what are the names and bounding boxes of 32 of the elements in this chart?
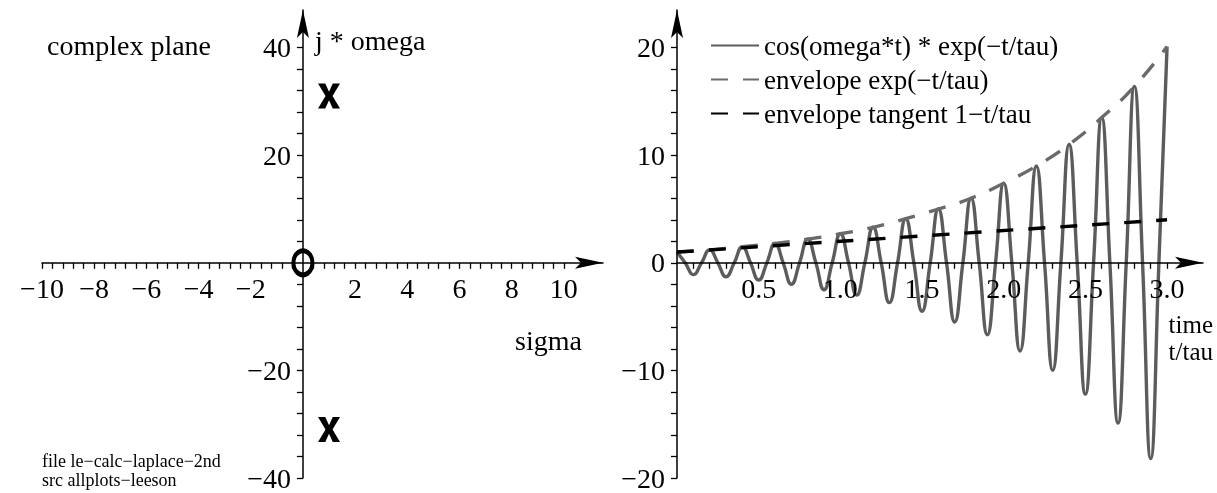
x-tick-label: 6 — [452, 273, 467, 305]
legend-label: envelope tangent 1−t/tau — [764, 98, 1032, 129]
x-tick-label: 10 — [549, 273, 578, 305]
point — [291, 248, 315, 278]
y-tick-label: 20 — [637, 32, 665, 64]
x-tick-label: −8 — [79, 273, 110, 305]
text: complex plane — [47, 29, 212, 61]
y-tick-label: −40 — [247, 462, 291, 493]
x-tick-label: −4 — [183, 273, 214, 305]
x-tick-label: −2 — [235, 273, 266, 305]
y-tick-label: 40 — [262, 32, 291, 64]
y-tick-label: −20 — [247, 354, 291, 386]
x-tick-label: 8 — [504, 273, 519, 305]
point — [318, 417, 341, 443]
y-tick-label: −20 — [621, 462, 665, 493]
y-tick-label: 10 — [637, 139, 665, 171]
x-tick-label: −10 — [20, 273, 64, 305]
point — [318, 83, 341, 109]
annotation: file le−calc−laplace−2nd — [42, 451, 221, 471]
y-tick-label: −10 — [621, 354, 665, 386]
x-axis-title: time t/tau — [1168, 310, 1214, 365]
x-tick-label: 2 — [348, 273, 363, 305]
y-tick-label: 20 — [262, 139, 291, 171]
y-tick-label: 0 — [651, 247, 665, 279]
x-tick-label: −6 — [131, 273, 162, 305]
annotation: src allplots−leeson — [42, 470, 177, 490]
x-axis-title: sigma — [515, 325, 583, 357]
x-tick-label: 4 — [400, 273, 415, 305]
legend-label: envelope exp(−t/tau) — [764, 64, 989, 95]
y-axis-title: j * omega — [313, 24, 426, 56]
x-tick-label: 0.5 — [741, 273, 777, 305]
legend-label: cos(omega*t) * exp(−t/tau) — [764, 30, 1059, 61]
